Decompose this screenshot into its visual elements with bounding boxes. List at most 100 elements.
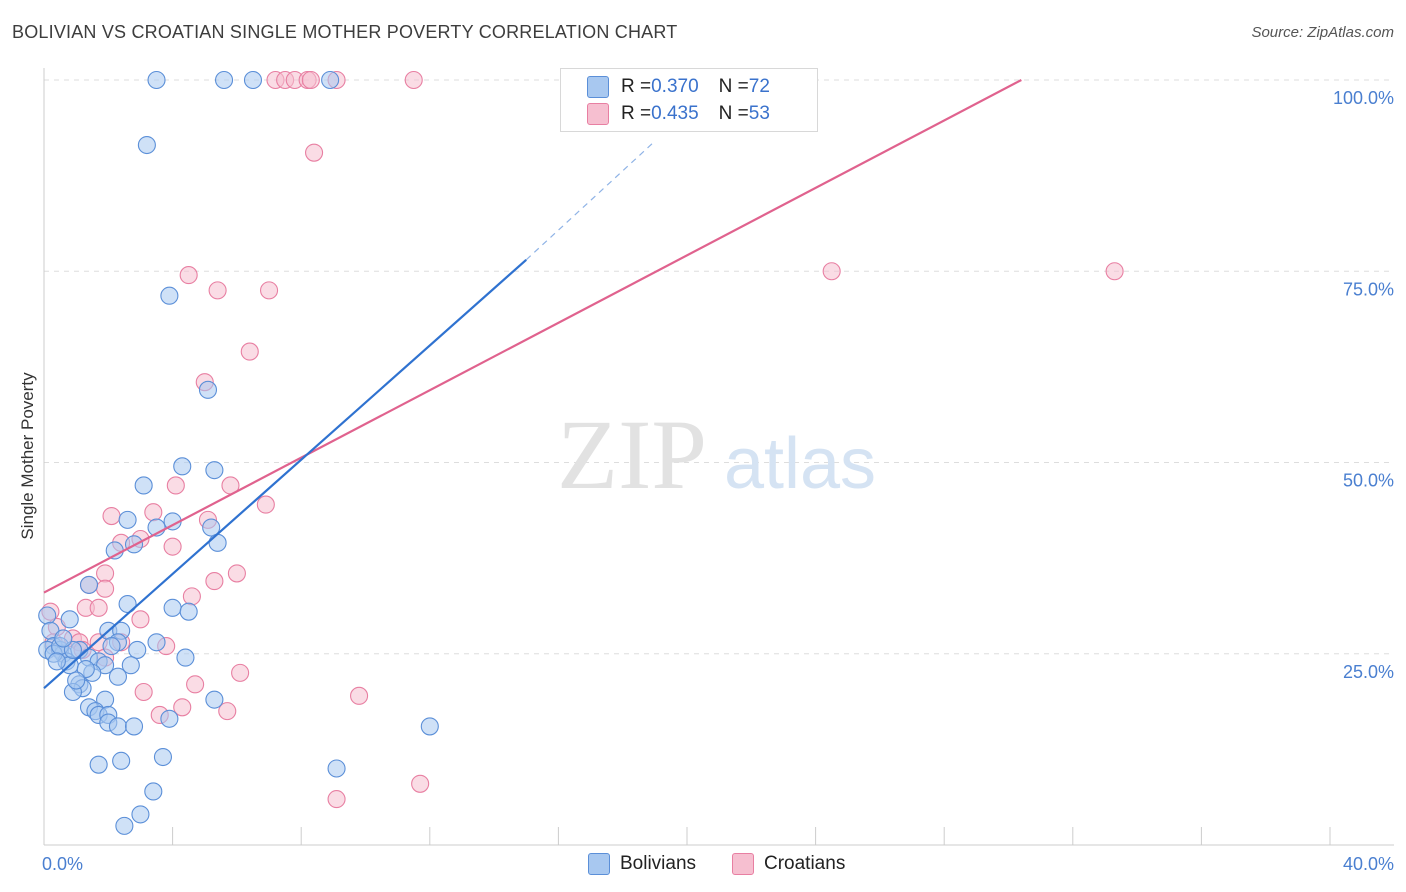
croatians-point — [227, 564, 246, 583]
croatians-point — [822, 262, 841, 281]
bolivians-point — [134, 476, 153, 495]
croatians-swatch — [732, 853, 754, 875]
bolivians-point — [67, 671, 86, 690]
croatians-point — [404, 70, 423, 90]
bolivians-point — [60, 610, 79, 629]
bolivians-point — [420, 717, 439, 736]
croatians-point — [89, 598, 108, 617]
croatians-point — [301, 70, 320, 90]
legend-row-croatians: R = 0.435 N = 53 — [587, 102, 770, 126]
croatians-point — [144, 503, 163, 522]
bolivians-point — [144, 782, 163, 801]
croatians-point — [163, 537, 182, 556]
bolivians-trend-line — [43, 258, 527, 689]
x-tick-label: 0.0% — [42, 854, 83, 874]
bolivians-point — [147, 70, 166, 90]
croatians-point — [231, 663, 250, 682]
bolivians-point — [321, 70, 340, 90]
croatians-trend-line — [43, 79, 1022, 594]
chart-title: BOLIVIAN VS CROATIAN SINGLE MOTHER POVER… — [12, 22, 678, 42]
bottom-legend-croatians: Croatians — [732, 852, 845, 876]
y-tick-label: 100.0% — [1333, 88, 1394, 108]
x-tick-label: 40.0% — [1343, 854, 1394, 874]
bolivians-point — [131, 805, 150, 824]
bolivians-point — [79, 575, 99, 594]
croatians-point — [411, 774, 430, 793]
bolivians-point — [173, 457, 192, 476]
croatians-point — [259, 281, 279, 300]
croatians-point — [173, 698, 192, 717]
bottom-legend-label: Croatians — [764, 853, 846, 874]
legend-r-value: 0.370 — [651, 76, 699, 97]
croatians-point — [96, 564, 115, 583]
croatians-point — [218, 702, 237, 721]
croatians-swatch — [587, 103, 609, 125]
bolivians-point — [128, 640, 147, 659]
watermark-zip: ZIP — [557, 399, 707, 510]
bolivians-point — [112, 751, 131, 770]
bolivians-point — [243, 70, 263, 90]
bolivians-point — [115, 816, 134, 835]
correlation-legend: R = 0.370 N = 72 R = 0.435 N = 53 — [560, 68, 818, 132]
tick-labels: 25.0% 50.0% 75.0% 100.0% 0.0% 40.0% — [42, 88, 1394, 874]
bolivians-point — [163, 598, 182, 617]
bolivians-point — [137, 135, 156, 155]
croatians-point — [240, 342, 259, 361]
legend-row-bolivians: R = 0.370 N = 72 — [587, 75, 770, 99]
croatians-point — [186, 675, 205, 694]
croatians-point — [134, 682, 153, 702]
y-tick-label: 25.0% — [1343, 662, 1394, 682]
bolivians-point — [205, 690, 224, 709]
croatians-point — [102, 506, 121, 526]
bolivians-point — [121, 656, 140, 675]
bolivians-point — [205, 461, 224, 480]
bottom-legend-label: Bolivians — [620, 853, 697, 874]
croatians-point — [327, 790, 346, 809]
bolivians-point — [198, 380, 218, 399]
bolivians-point — [179, 602, 198, 621]
bolivians-point — [202, 518, 221, 537]
gridlines — [44, 79, 1394, 655]
croatians-point — [166, 476, 185, 495]
croatians-point — [256, 495, 275, 514]
bolivians-point — [147, 633, 166, 652]
bottom-legend-bolivians: Bolivians — [588, 852, 696, 876]
croatians-point — [205, 572, 224, 591]
bolivians-swatch — [587, 76, 609, 98]
bolivians-point — [153, 747, 173, 767]
legend-n-label: N = — [718, 76, 749, 97]
bolivians-point — [214, 70, 234, 90]
legend-n-value: 72 — [748, 76, 770, 97]
croatians-point — [179, 266, 198, 285]
trend-lines — [43, 79, 1022, 689]
bolivians-point — [47, 652, 66, 671]
bolivians-point — [108, 717, 127, 736]
croatians-point — [131, 610, 150, 629]
croatians-point — [182, 587, 201, 606]
bolivians-point — [102, 637, 121, 656]
y-tick-label: 50.0% — [1343, 471, 1394, 491]
bolivians-point — [108, 667, 127, 686]
bolivians-point — [176, 648, 195, 667]
axes — [43, 68, 1394, 846]
croatians-point — [350, 686, 369, 705]
source-label: Source: ZipAtlas.com — [1251, 24, 1394, 41]
y-tick-label: 75.0% — [1343, 279, 1394, 299]
bolivians-point — [208, 533, 227, 552]
bolivians-swatch — [588, 853, 610, 875]
bolivians-point — [89, 755, 108, 774]
croatians-point — [208, 281, 227, 300]
croatians-point — [305, 143, 324, 162]
watermark-atlas: atlas — [724, 424, 876, 504]
bolivians-point — [54, 629, 73, 648]
bolivians-point — [124, 717, 144, 736]
bolivians-point — [327, 759, 346, 778]
bolivians-points — [38, 70, 439, 835]
croatians-point — [96, 579, 115, 598]
bolivians-point — [160, 709, 179, 728]
bolivians-point — [118, 510, 137, 529]
legend-n-label: N = — [718, 103, 749, 124]
bolivians-point — [160, 286, 179, 305]
bolivians-trend-extension — [525, 140, 656, 261]
